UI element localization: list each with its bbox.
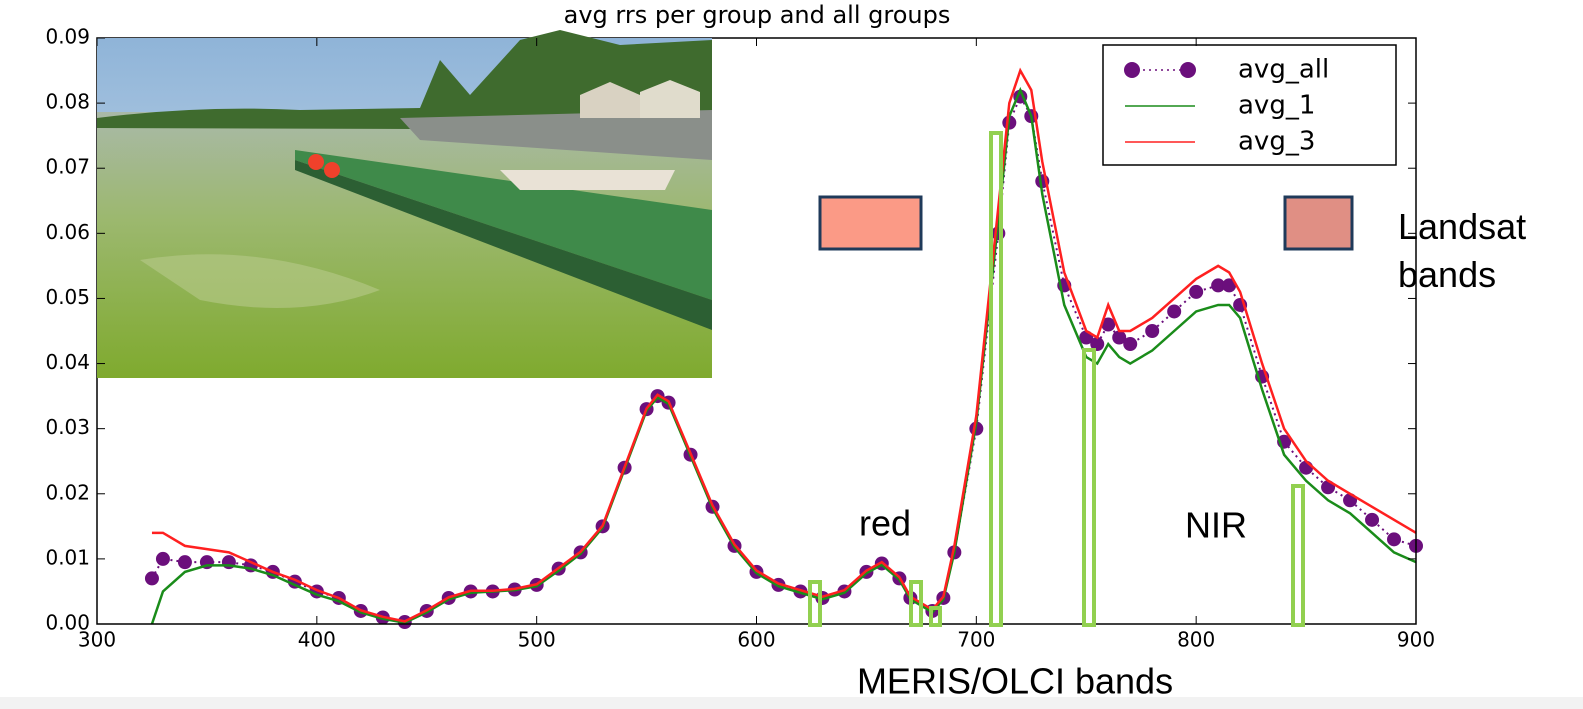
- y-tick-label: 0.09: [45, 25, 90, 49]
- x-tick-label: 400: [298, 628, 336, 652]
- y-tick-label: 0.02: [45, 480, 90, 504]
- x-tick-label: 500: [518, 628, 556, 652]
- y-tick-label: 0.08: [45, 90, 90, 114]
- marker: [178, 555, 192, 569]
- legend-label: avg_1: [1238, 91, 1315, 121]
- marker: [156, 552, 170, 566]
- photo-inset: [97, 30, 712, 378]
- annotation: red: [859, 503, 911, 544]
- x-tick-label: 900: [1397, 628, 1435, 652]
- marker: [1365, 513, 1379, 527]
- page: {"chart_data": {"type": "line", "title":…: [0, 0, 1583, 709]
- y-tick-label: 0.05: [45, 285, 90, 309]
- marker: [1145, 324, 1159, 338]
- x-tick-label: 300: [78, 628, 116, 652]
- legend: avg_all avg_1 avg_3: [1103, 45, 1396, 165]
- marker: [1387, 532, 1401, 546]
- x-tick-label: 700: [957, 628, 995, 652]
- legend-marker: [1124, 62, 1140, 78]
- legend-label: avg_all: [1238, 55, 1329, 85]
- y-tick-label: 0.07: [45, 155, 90, 179]
- marker: [1189, 285, 1203, 299]
- chart: avg rrs per group and all groups red NIR…: [0, 0, 1583, 709]
- marker: [1167, 304, 1181, 318]
- x-tick-label: 600: [737, 628, 775, 652]
- annotation: NIR: [1185, 505, 1247, 546]
- y-tick-label: 0.04: [45, 350, 90, 374]
- marker: [145, 571, 159, 585]
- marker: [1123, 337, 1137, 351]
- x-axis-label: MERIS/OLCI bands: [857, 661, 1173, 702]
- x-tick-label: 800: [1177, 628, 1215, 652]
- legend-label: avg_3: [1238, 127, 1315, 157]
- y-tick-label: 0.01: [45, 545, 90, 569]
- annotation: Landsat bands: [1398, 203, 1568, 299]
- y-tick-label: 0.03: [45, 415, 90, 439]
- bottom-bar: [0, 697, 1583, 709]
- landsat-bands: [820, 197, 1352, 249]
- y-tick-label: 0.06: [45, 220, 90, 244]
- chart-title: avg rrs per group and all groups: [564, 1, 951, 29]
- legend-marker: [1180, 62, 1196, 78]
